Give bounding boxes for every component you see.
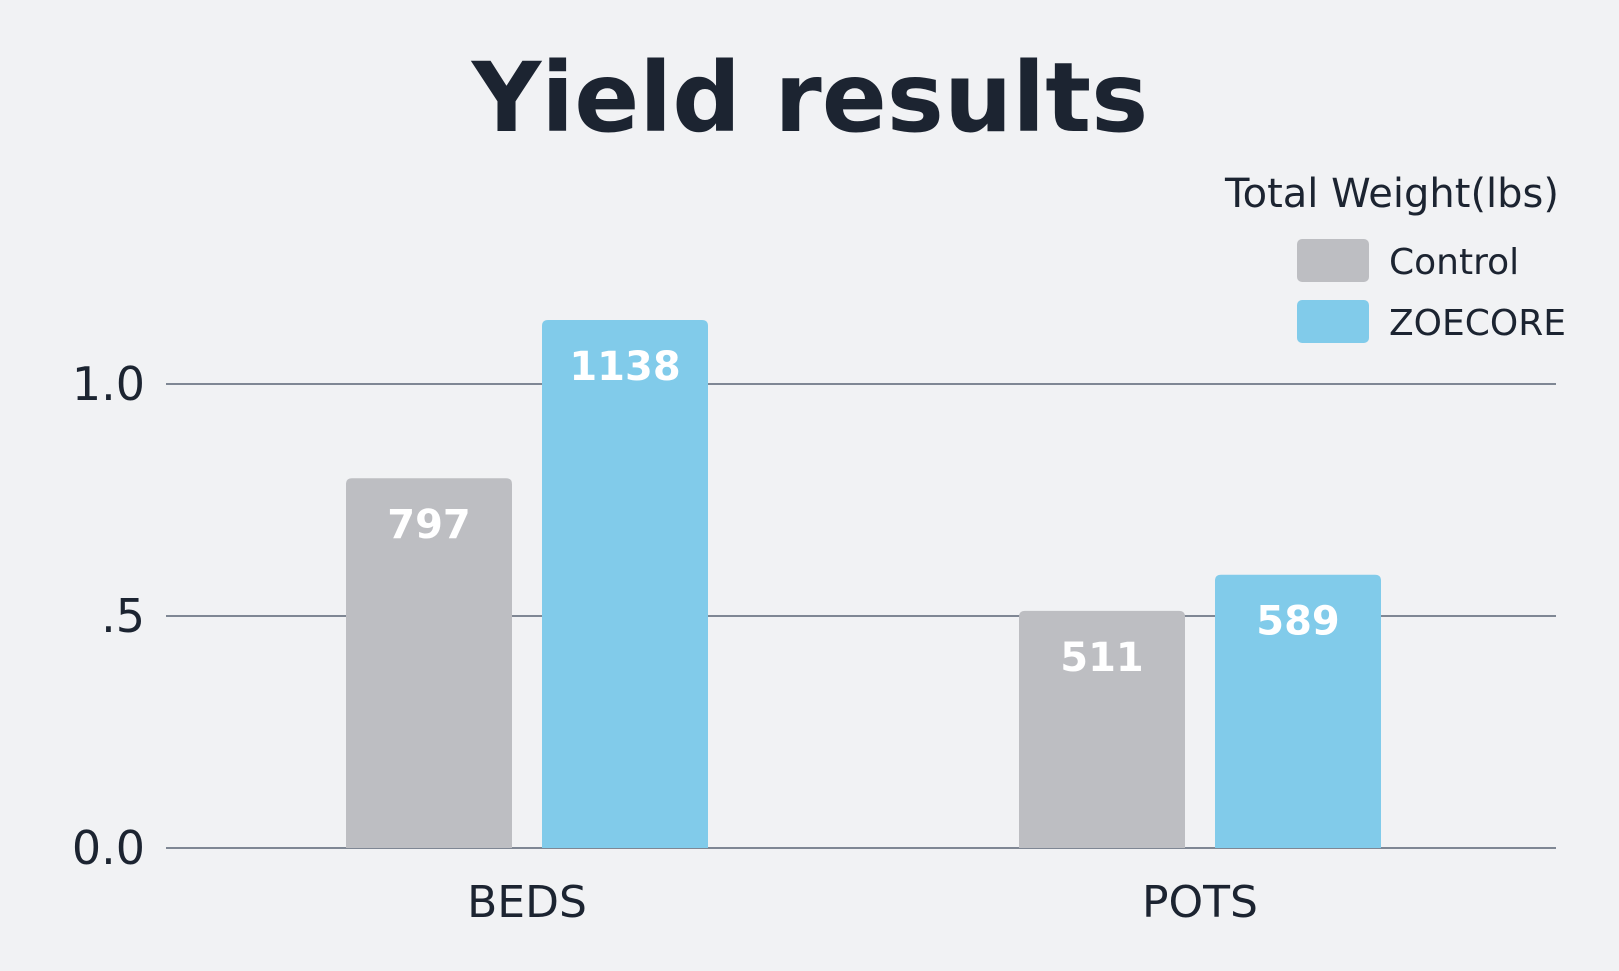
x-tick-label: POTS xyxy=(1142,877,1258,928)
bar-value-label: 511 xyxy=(1060,635,1144,681)
chart-title: Yield results xyxy=(471,42,1148,154)
legend: Total Weight(lbs) Control ZOECORE xyxy=(1224,171,1566,344)
y-tick-label: 1.0 xyxy=(72,357,145,411)
y-tick-label: 0.0 xyxy=(72,821,145,875)
x-tick-label: BEDS xyxy=(467,877,587,928)
y-tick-label: .5 xyxy=(101,589,145,643)
legend-swatch-control xyxy=(1297,239,1369,282)
bar-value-label: 1138 xyxy=(569,344,680,390)
bar-control-pots xyxy=(1019,610,1185,848)
legend-title: Total Weight(lbs) xyxy=(1224,171,1559,217)
bar-zoecore-beds xyxy=(542,319,708,848)
bar-zoecore-pots xyxy=(1215,574,1381,848)
legend-label-control: Control xyxy=(1389,242,1519,283)
y-axis-ticks: 0.0 .5 1.0 xyxy=(72,357,145,875)
bar-value-label: 797 xyxy=(387,502,471,548)
x-axis-ticks: BEDS POTS xyxy=(467,877,1258,928)
bar-value-label: 589 xyxy=(1256,599,1340,645)
bar-control-beds xyxy=(346,478,512,848)
legend-label-zoecore: ZOECORE xyxy=(1389,303,1566,344)
legend-swatch-zoecore xyxy=(1297,300,1369,343)
bars: 797 1138 511 589 xyxy=(346,319,1381,848)
